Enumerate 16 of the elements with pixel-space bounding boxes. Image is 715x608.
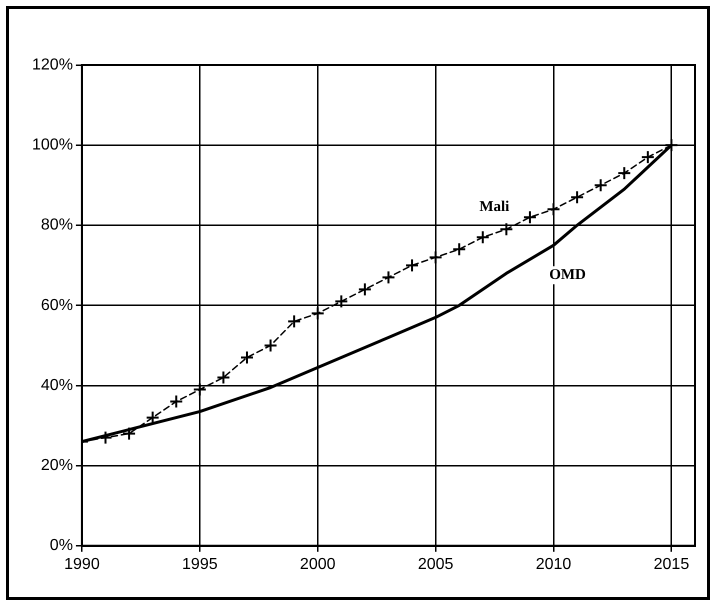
x-tick-label: 2005 [418, 556, 454, 573]
x-tick-label: 2010 [536, 556, 572, 573]
x-tick-label: 1995 [182, 556, 218, 573]
y-tick-label: 120% [32, 56, 73, 74]
chart-frame: 1990 1995 2000 2005 2010 2015 0% 20% 40% 60% 80% 100% 120% Mali OMD [6, 6, 710, 600]
x-tick-label: 2015 [654, 556, 690, 573]
x-tick-label: 2000 [300, 556, 336, 573]
y-tick-label: 40% [40, 376, 73, 394]
y-tick-label: 20% [40, 457, 73, 474]
series-label: Mali [479, 199, 510, 216]
y-tick-label: 0% [50, 537, 73, 554]
series-label: OMD [549, 267, 586, 284]
y-tick-label: 80% [40, 216, 73, 234]
x-tick-label: 1990 [64, 556, 100, 573]
y-tick-label: 60% [40, 296, 73, 314]
y-tick-label: 100% [32, 136, 73, 154]
